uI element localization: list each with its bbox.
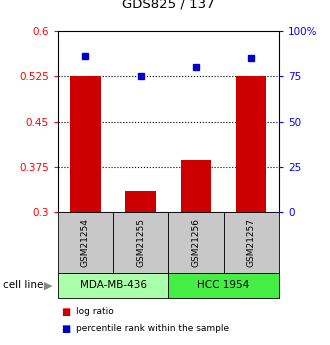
Text: GSM21257: GSM21257: [247, 218, 256, 267]
Text: ■: ■: [61, 324, 70, 334]
Bar: [125, 191, 156, 212]
Text: ▶: ▶: [44, 280, 52, 290]
Text: GSM21255: GSM21255: [136, 218, 145, 267]
Text: GDS825 / 137: GDS825 / 137: [122, 0, 214, 10]
Text: cell line: cell line: [3, 280, 44, 290]
Text: ■: ■: [61, 307, 70, 317]
Text: GSM21254: GSM21254: [81, 218, 90, 267]
Text: GSM21256: GSM21256: [191, 218, 200, 267]
Text: log ratio: log ratio: [76, 307, 114, 316]
Bar: [236, 76, 266, 212]
Text: percentile rank within the sample: percentile rank within the sample: [76, 324, 229, 333]
Text: HCC 1954: HCC 1954: [197, 280, 250, 290]
Text: MDA-MB-436: MDA-MB-436: [80, 280, 147, 290]
Bar: [70, 76, 101, 212]
Bar: [181, 160, 211, 212]
